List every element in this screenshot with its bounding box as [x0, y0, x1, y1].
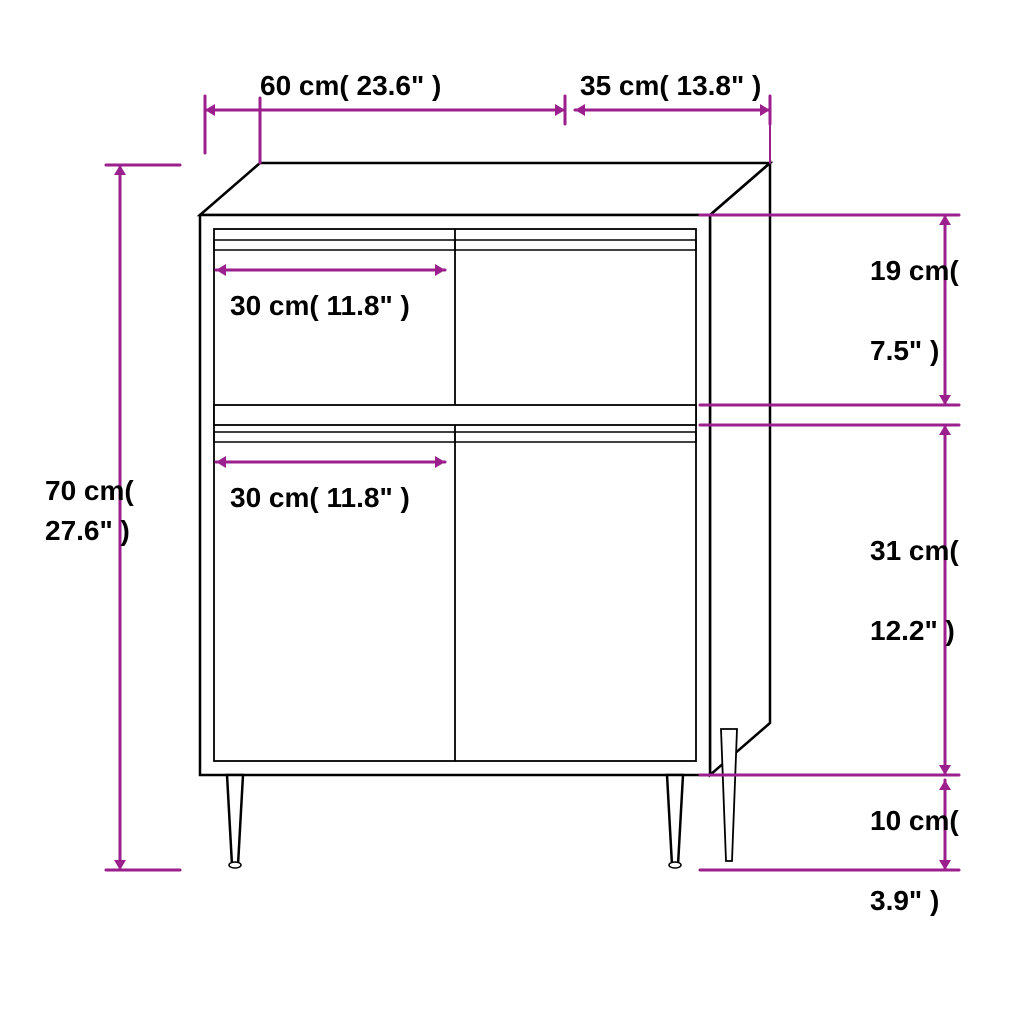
dim-height-label-2: 27.6" ): [45, 515, 130, 546]
dim-drawer2-label: 30 cm( 11.8" ): [230, 482, 410, 513]
dim-h10-label-1: 10 cm(: [870, 805, 959, 836]
dim-drawer1-label: 30 cm( 11.8" ): [230, 290, 410, 321]
dim-h10-label-2: 3.9" ): [870, 885, 939, 916]
dim-h19-label-1: 19 cm(: [870, 255, 959, 286]
dim-h19-label-2: 7.5" ): [870, 335, 939, 366]
dim-h31-label-2: 12.2" ): [870, 615, 955, 646]
dim-width-label: 60 cm( 23.6" ): [260, 70, 441, 101]
dim-h31-label-1: 31 cm(: [870, 535, 959, 566]
dim-depth-label: 35 cm( 13.8" ): [580, 70, 761, 101]
dim-height-label-1: 70 cm(: [45, 475, 134, 506]
